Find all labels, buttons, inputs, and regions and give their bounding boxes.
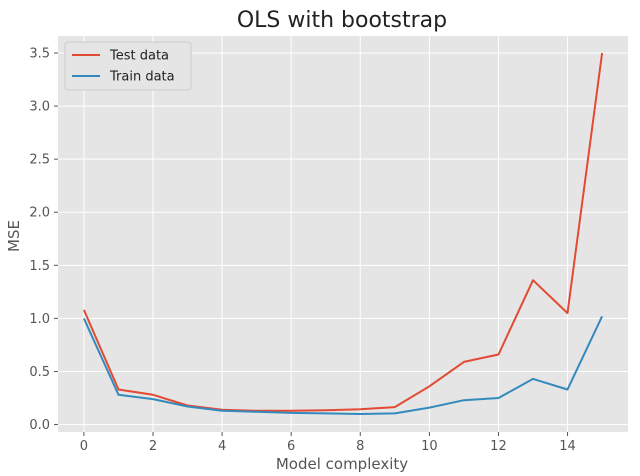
y-tick-label: 1.5 xyxy=(29,259,50,274)
y-tick-label: 1.0 xyxy=(29,312,50,327)
x-tick-label: 6 xyxy=(287,439,295,454)
grid-lines xyxy=(58,36,628,432)
x-axis-ticks: 0 2 4 6 8 10 12 14 xyxy=(80,432,576,454)
x-tick-label: 0 xyxy=(80,439,88,454)
x-tick-label: 8 xyxy=(356,439,364,454)
x-tick-label: 4 xyxy=(218,439,226,454)
x-tick-label: 10 xyxy=(421,439,438,454)
y-tick-label: 2.5 xyxy=(29,153,50,168)
y-tick-label: 0.0 xyxy=(29,418,50,433)
plot-area xyxy=(58,36,628,432)
x-tick-label: 12 xyxy=(490,439,507,454)
y-axis-ticks: 0.0 0.5 1.0 1.5 2.0 2.5 3.0 3.5 xyxy=(29,46,58,433)
series-line-test-data xyxy=(82,52,604,412)
y-tick-label: 3.0 xyxy=(29,100,50,115)
x-axis-label: Model complexity xyxy=(276,455,408,473)
chart-title: OLS with bootstrap xyxy=(237,8,447,33)
legend: Test data Train data xyxy=(64,41,192,91)
series-line-train-data xyxy=(82,315,604,415)
y-axis-label: MSE xyxy=(5,220,23,252)
x-tick-label: 14 xyxy=(559,439,576,454)
y-tick-label: 3.5 xyxy=(29,46,50,61)
series-lines xyxy=(82,52,604,415)
x-tick-label: 2 xyxy=(149,439,157,454)
y-tick-label: 2.0 xyxy=(29,206,50,221)
y-tick-label: 0.5 xyxy=(29,365,50,380)
legend-entry: Test data xyxy=(109,49,169,64)
legend-entry: Train data xyxy=(109,70,175,85)
